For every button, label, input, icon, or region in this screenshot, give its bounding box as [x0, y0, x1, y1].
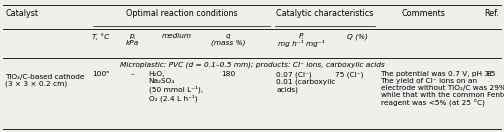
Text: 180: 180 — [221, 71, 235, 77]
Text: Microplastic: PVC (d = 0.1–0.5 mm); products: Cl⁻ ions, carboxylic acids: Microplastic: PVC (d = 0.1–0.5 mm); prod… — [119, 61, 385, 68]
Text: T, °C: T, °C — [92, 33, 109, 40]
Text: 100ᵃ: 100ᵃ — [92, 71, 109, 77]
Text: Ref.: Ref. — [484, 9, 499, 18]
Text: 85: 85 — [486, 71, 495, 77]
Text: Catalytic characteristics: Catalytic characteristics — [276, 9, 374, 18]
Text: P,
mg h⁻¹ mg⁻¹: P, mg h⁻¹ mg⁻¹ — [278, 33, 325, 47]
Text: Catalyst: Catalyst — [5, 9, 38, 18]
Text: 0.07 (Cl⁻)
0.01 (carboxylic
acids): 0.07 (Cl⁻) 0.01 (carboxylic acids) — [276, 71, 336, 93]
Text: Comments: Comments — [401, 9, 446, 18]
Text: 75 (Cl⁻): 75 (Cl⁻) — [335, 71, 364, 78]
Text: medium: medium — [161, 33, 192, 39]
Text: –: – — [130, 71, 134, 77]
Text: q
(mass %): q (mass %) — [211, 33, 245, 46]
Text: The potential was 0.7 V, pH 3.
The yield of Cl⁻ ions on an
electrode without TiO: The potential was 0.7 V, pH 3. The yield… — [381, 71, 504, 107]
Text: Q (%): Q (%) — [347, 33, 368, 39]
Text: p,
kPa: p, kPa — [125, 33, 139, 46]
Text: H₂O,
Na₂SO₄
(50 mmol L⁻¹),
O₂ (2.4 L h⁻¹): H₂O, Na₂SO₄ (50 mmol L⁻¹), O₂ (2.4 L h⁻¹… — [149, 71, 203, 102]
Text: TiO₂/C-based cathode
(3 × 3 × 0.2 cm): TiO₂/C-based cathode (3 × 3 × 0.2 cm) — [5, 74, 84, 87]
Text: Optimal reaction conditions: Optimal reaction conditions — [125, 9, 237, 18]
